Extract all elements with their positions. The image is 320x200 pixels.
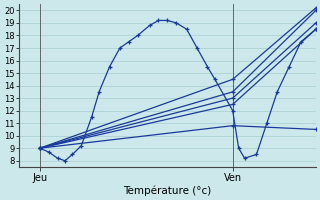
X-axis label: Température (°c): Température (°c) [123, 185, 212, 196]
